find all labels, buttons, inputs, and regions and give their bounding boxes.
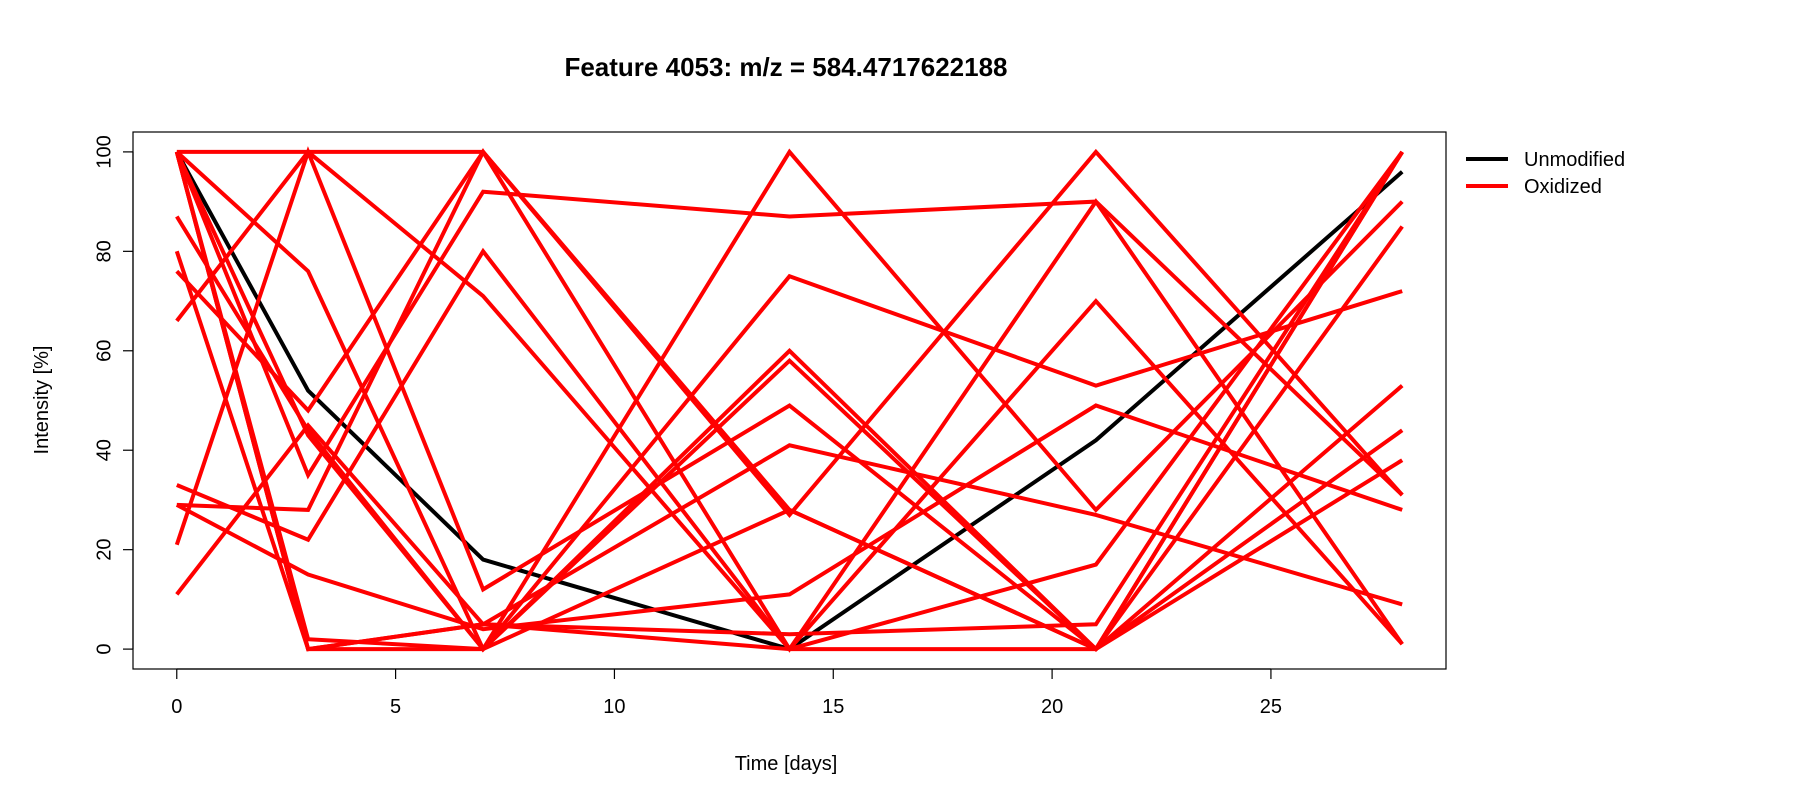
y-tick-label: 0 [93,644,115,655]
legend: Unmodified Oxidized [1466,149,1625,198]
y-tick-label: 80 [93,240,115,262]
y-tick-label: 100 [93,135,115,168]
legend-label: Unmodified [1524,149,1625,171]
y-axis-title: Intensity [%] [31,346,53,455]
series-line-oxidized [176,225,1404,652]
series-line-oxidized [175,150,1404,653]
series-line-oxidized [175,215,1403,653]
series-layer [174,146,1404,653]
x-tick-label: 0 [171,696,182,718]
y-tick-label: 60 [93,340,115,362]
x-tick-label: 10 [603,696,625,718]
series-line-oxidized [176,148,1404,519]
series-line-oxidized [174,151,1404,652]
x-tick-label: 5 [390,696,401,718]
y-tick-label: 40 [93,439,115,461]
x-tick-label: 15 [822,696,844,718]
series-line-oxidized [175,422,1403,627]
series-line-oxidized [174,146,1404,652]
series-line-oxidized [174,150,1404,652]
x-axis-title: Time [days] [735,753,838,775]
chart-title: Feature 4053: m/z = 584.4717622188 [564,52,1007,82]
legend-label: Oxidized [1524,176,1602,198]
x-tick-label: 25 [1260,696,1282,718]
series-line-unmodified [175,150,1404,652]
series-line-oxidized [174,151,1404,497]
series-line-oxidized [175,149,1404,653]
y-tick-label: 20 [93,539,115,561]
y-axis: 0 20 40 60 80 100 [93,135,134,655]
x-tick-label: 20 [1041,696,1063,718]
x-axis: 0 5 10 15 20 25 [171,668,1282,718]
series-line-oxidized [174,150,1404,652]
